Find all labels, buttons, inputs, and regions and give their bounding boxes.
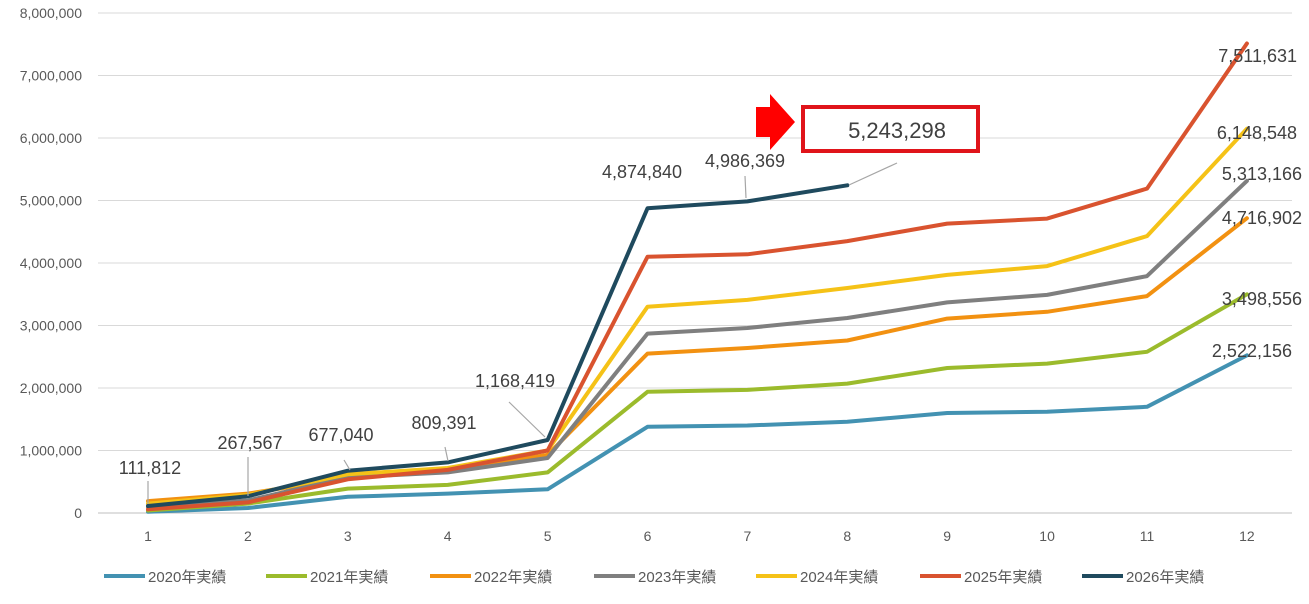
data-label: 4,874,840	[602, 162, 682, 182]
leader-line	[343, 459, 351, 471]
leader-line	[848, 162, 898, 186]
x-tick-label: 5	[544, 528, 552, 544]
series-line-5	[146, 126, 1249, 506]
series-line-1	[146, 353, 1249, 514]
data-label: 3,498,556	[1222, 289, 1302, 309]
y-tick-label: 4,000,000	[20, 255, 82, 271]
data-label: 5,313,166	[1222, 164, 1302, 184]
x-tick-label: 2	[244, 528, 252, 544]
callout-arrow-icon	[756, 94, 795, 150]
y-tick-label: 6,000,000	[20, 130, 82, 146]
data-label: 4,986,369	[705, 151, 785, 171]
leader-line	[508, 401, 546, 438]
y-tick-label: 0	[74, 505, 82, 521]
legend-label: 2022年実績	[474, 569, 552, 586]
series-line-4	[146, 178, 1249, 509]
x-tick-label: 11	[1140, 528, 1155, 544]
legend-label: 2023年実績	[638, 569, 716, 586]
y-tick-label: 2,000,000	[20, 380, 82, 396]
data-label: 4,716,902	[1222, 208, 1302, 228]
y-tick-label: 8,000,000	[20, 5, 82, 21]
x-tick-label: 1	[144, 528, 152, 544]
data-label: 2,522,156	[1212, 341, 1292, 361]
x-tick-label: 7	[744, 528, 752, 544]
y-tick-label: 1,000,000	[20, 443, 82, 459]
data-label: 111,812	[119, 458, 181, 478]
legend-label: 2025年実績	[964, 569, 1042, 586]
x-tick-label: 10	[1039, 528, 1055, 544]
x-tick-label: 4	[444, 528, 452, 544]
callout-value: 5,243,298	[848, 118, 946, 143]
y-tick-label: 7,000,000	[20, 68, 82, 84]
data-label: 6,148,548	[1217, 123, 1297, 143]
x-tick-label: 9	[943, 528, 951, 544]
series-line-2	[146, 292, 1249, 513]
legend-label: 2021年実績	[310, 569, 388, 586]
legend-label: 2024年実績	[800, 569, 878, 586]
x-tick-label: 12	[1239, 528, 1255, 544]
y-tick-label: 3,000,000	[20, 318, 82, 334]
callout-box	[801, 105, 980, 153]
series-line-6	[146, 41, 1249, 512]
legend-label: 2026年実績	[1126, 569, 1204, 586]
legend-label: 2020年実績	[148, 569, 226, 586]
data-label: 1,168,419	[475, 371, 555, 391]
series-line-7	[146, 183, 850, 508]
leader-line	[444, 446, 449, 462]
data-label: 809,391	[411, 413, 476, 433]
data-label: 267,567	[217, 433, 282, 453]
x-tick-label: 3	[344, 528, 352, 544]
data-label: 677,040	[308, 425, 373, 445]
y-tick-label: 5,000,000	[20, 193, 82, 209]
data-label: 7,511,631	[1218, 46, 1297, 66]
x-tick-label: 8	[843, 528, 851, 544]
leader-line	[744, 175, 747, 199]
x-tick-label: 6	[644, 528, 652, 544]
